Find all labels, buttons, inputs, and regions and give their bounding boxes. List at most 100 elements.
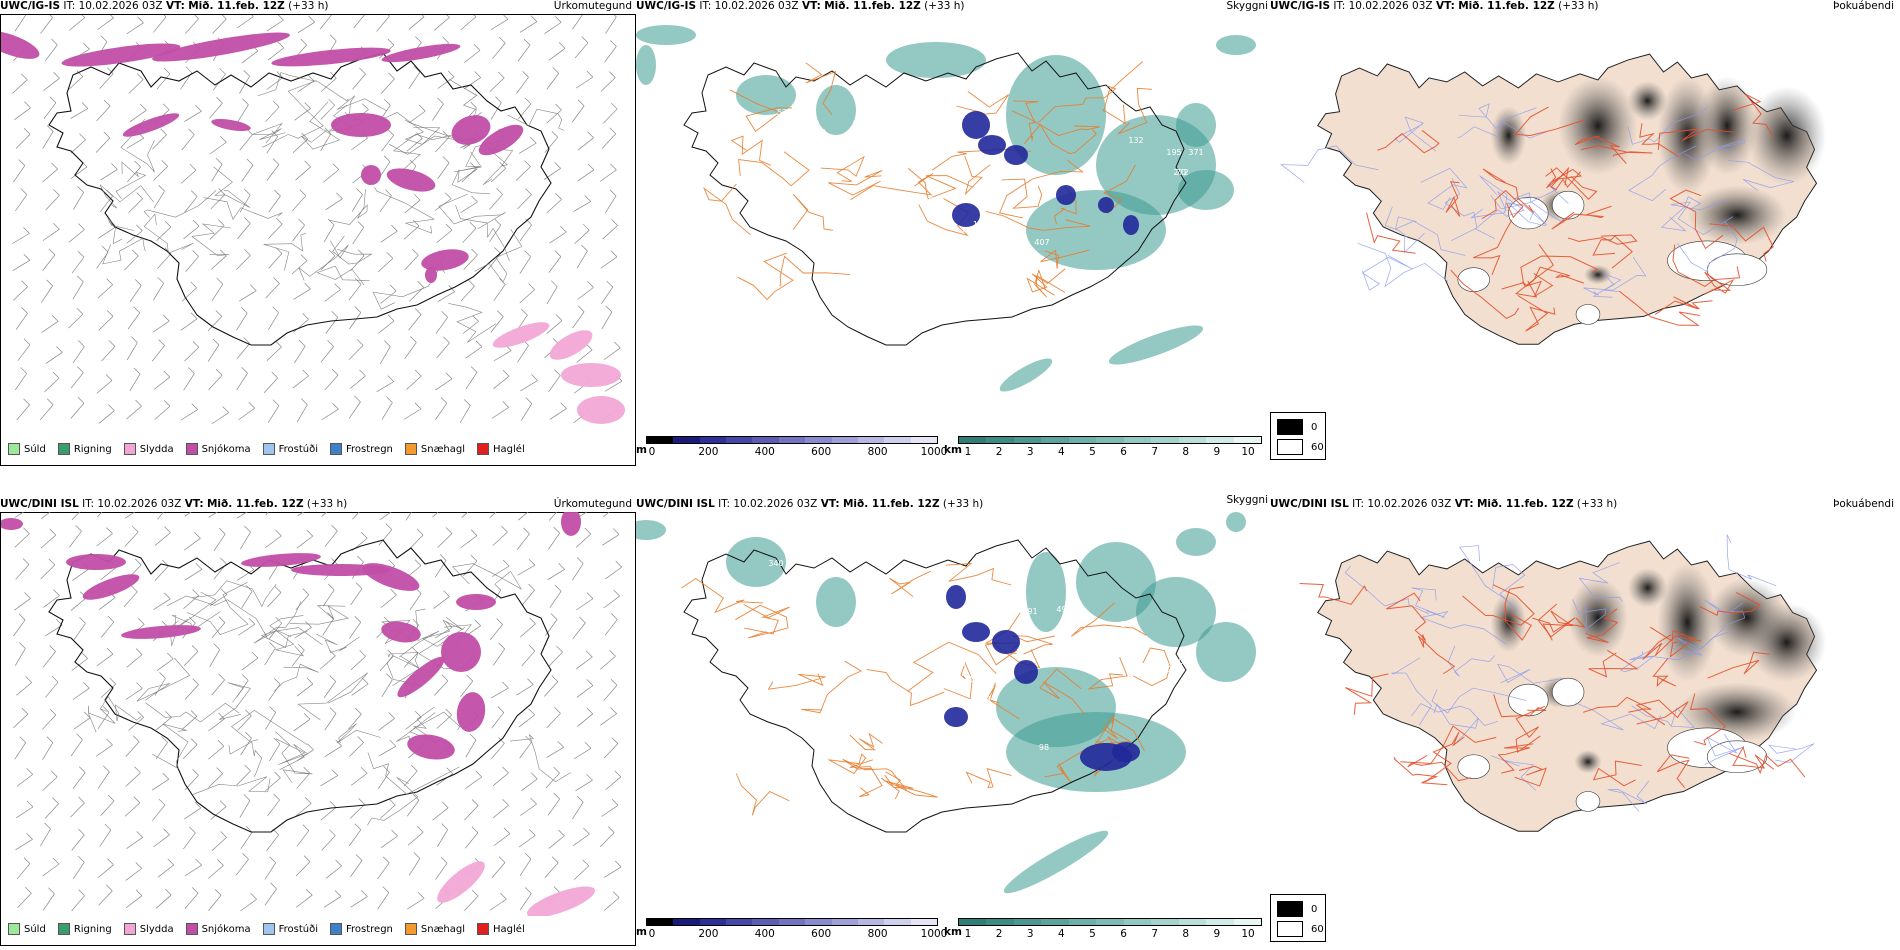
legend-item: Súld [8,923,46,935]
road-segment [1299,583,1368,605]
wind-barb [100,621,115,638]
wind-barb [351,137,368,151]
fog-area [1574,749,1602,774]
road-segment [451,563,523,590]
wind-barb [125,772,141,787]
wind-barb [42,254,56,271]
wind-barb [265,535,282,549]
wind-barb [324,289,341,302]
wind-barb-flag [18,159,26,166]
wind-barb-flag [550,613,558,620]
wind-barb [321,512,328,517]
wind-barb-flag [244,217,251,224]
wind-barb [211,679,225,696]
lead-time: (+33 h) [288,0,329,12]
road-segment [907,641,997,692]
road-segment [102,237,146,265]
road-segment [451,168,491,195]
wind-barb-flag [502,798,509,806]
road-segment [1542,610,1586,641]
wind-barb-flag [246,158,254,166]
wind-barb [180,170,197,184]
wind-barb [264,888,277,906]
road-segment [1607,780,1650,812]
wind-barb [12,79,28,94]
road-segment [1384,206,1425,254]
colorbar-step [726,437,753,443]
wind-barb-flag [556,645,563,653]
legend-item: Snæhagl [404,443,465,455]
precip-area [1112,742,1140,762]
wind-barb-flag [470,366,478,373]
wind-barb [240,737,252,756]
wind-barb [73,192,84,210]
wind-barb-flag [46,736,54,743]
wind-barb-flag [302,369,309,377]
wind-barb [14,512,25,518]
cloudbase-label: 150 [1168,657,1183,666]
road-segment [380,112,441,145]
precip-area [1014,660,1038,684]
wind-barb-flag [304,160,311,168]
wind-barb [349,312,362,330]
wind-barb [489,898,507,911]
visibility-panel: UWC/IG-IS IT: 10.02.2026 03Z VT: Mið. 11… [636,0,1270,470]
colorbar-tick: 7 [1151,928,1158,940]
wind-barb [577,713,593,727]
wind-barb-flag [275,340,282,348]
wind-barb-flag [218,188,226,195]
road-segment [336,723,381,744]
wind-barb-flag [474,71,481,78]
wind-barb-flag [195,858,202,866]
wind-barb [154,405,171,420]
wind-barb [210,806,227,820]
wind-barb [491,743,505,759]
panel-title: Skyggni [1226,0,1269,12]
wind-barb [294,346,306,364]
wind-barb [126,654,143,668]
road-segment [828,753,867,775]
wind-barb [603,108,618,124]
wind-barb [548,512,558,521]
wind-barb [153,190,165,209]
wind-barb [435,136,450,153]
legend-swatch [8,923,20,935]
wind-barb-flag [332,402,339,410]
road-segment [805,62,837,116]
wind-barb-flag [496,310,504,317]
road-segment [964,155,991,196]
wind-barb-flag [387,375,395,382]
wind-barb-flag [48,248,56,256]
wind-barb-flag [244,764,251,772]
wind-barb [297,80,315,93]
wind-barb-flag [356,188,363,195]
wind-barb-flag [107,794,115,802]
road-segment [1024,123,1097,155]
road-segment [1361,254,1413,291]
fog-legend: 0 60 [1270,412,1326,460]
wind-barb [296,749,314,762]
road-segment [1481,189,1524,220]
wind-barb [519,858,532,876]
road-segment [99,184,154,209]
road-segment [1345,673,1389,715]
wind-barb [184,346,200,362]
wind-barb [490,316,504,333]
legend-item: Rigning [57,923,112,935]
wind-barb-flag [106,527,113,534]
wind-barb-flag [215,157,223,165]
wind-barb-flag [581,36,589,44]
wind-barb-flag [499,161,506,169]
wind-barb [489,194,503,210]
wind-barb-flag [525,887,532,894]
wind-barb-flag [243,337,250,344]
precip-area [456,692,486,732]
legend-swatch [330,923,342,935]
wind-barb-flag [133,367,141,375]
precip-area [726,537,786,587]
wind-barb-flag [216,767,223,774]
wind-barb [521,650,536,667]
wind-barb-flag [163,370,171,378]
road-segment [1117,87,1152,135]
wind-barb [573,201,591,212]
